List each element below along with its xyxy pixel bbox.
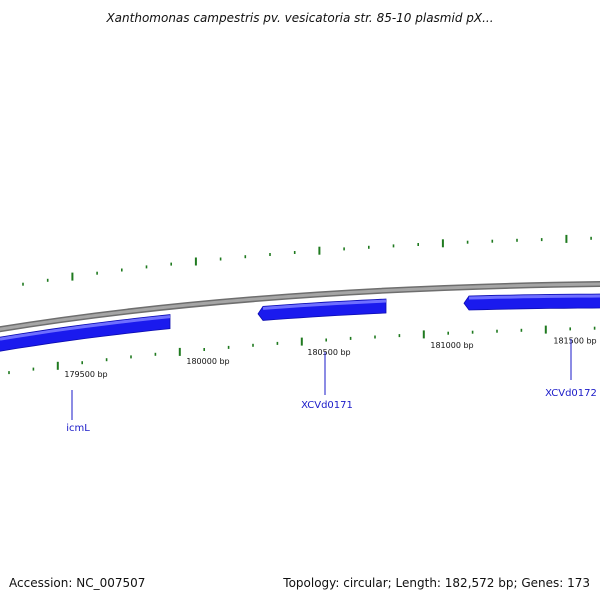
- gene-highlight: [0, 315, 171, 341]
- outer-tick-track: [22, 234, 592, 286]
- gene-label-XCVd0172[interactable]: XCVd0172: [545, 388, 597, 399]
- label-layer: 179500 bp 180000 bp 180500 bp 181000 bp 1815…: [64, 337, 597, 434]
- ruler-tick-track: [8, 325, 596, 375]
- ruler-label: 180000 bp: [186, 357, 229, 366]
- ruler-label: 179500 bp: [64, 370, 107, 379]
- plasmid-backbone: [0, 281, 600, 333]
- ruler-label: 180500 bp: [307, 348, 350, 357]
- gene-label-icmL[interactable]: icmL: [66, 423, 90, 434]
- ruler-label: 181500 bp: [553, 337, 596, 346]
- gene-highlight: [468, 294, 600, 300]
- gene-arrow-XCVd0171[interactable]: [257, 298, 387, 321]
- ruler-label: 181000 bp: [430, 341, 473, 350]
- map-title: Xanthomonas campestris pv. vesicatoria s…: [106, 11, 494, 25]
- gene-label-XCVd0171[interactable]: XCVd0171: [301, 400, 353, 411]
- backbone-line: [0, 282, 600, 331]
- gene-track: [0, 293, 600, 352]
- gene-highlight: [262, 299, 387, 310]
- topology-summary: Topology: circular; Length: 182,572 bp; …: [283, 576, 590, 590]
- gene-arrow-icmL[interactable]: [0, 314, 171, 352]
- accession-text: Accession: NC_007507: [9, 576, 146, 590]
